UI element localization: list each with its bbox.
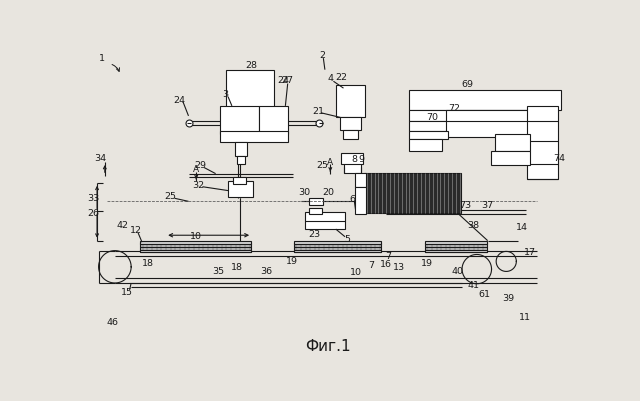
Text: 9: 9 (358, 155, 364, 164)
Text: 74: 74 (553, 154, 565, 163)
Text: 17: 17 (524, 249, 536, 257)
Text: 23: 23 (308, 230, 321, 239)
Text: 3: 3 (222, 90, 228, 99)
Text: 29: 29 (194, 161, 206, 170)
Bar (410, 91, 561, 110)
Text: 35: 35 (212, 267, 224, 276)
Bar (410, 131, 448, 139)
Text: 73: 73 (459, 201, 471, 211)
Text: 30: 30 (299, 188, 311, 197)
Bar (235, 142, 248, 156)
Bar (140, 250, 250, 252)
Text: Фиг.1: Фиг.1 (305, 339, 351, 354)
Text: 32: 32 (192, 181, 204, 190)
Bar (425, 250, 487, 252)
Text: 19: 19 (285, 257, 298, 266)
Text: 20: 20 (322, 188, 334, 197)
Text: 25: 25 (316, 161, 328, 170)
Text: 39: 39 (502, 294, 514, 303)
Bar (140, 241, 250, 244)
Bar (336, 85, 365, 117)
Text: 28: 28 (245, 61, 257, 69)
Bar (446, 110, 532, 138)
Text: 2: 2 (319, 51, 325, 60)
Bar (220, 106, 259, 134)
Text: 10: 10 (350, 268, 362, 277)
Text: 69: 69 (461, 80, 474, 89)
Text: 10: 10 (190, 232, 202, 241)
Bar (491, 151, 529, 165)
Text: 1: 1 (99, 54, 105, 63)
Text: 37: 37 (481, 201, 493, 211)
Text: 34: 34 (94, 154, 106, 163)
Text: 61: 61 (479, 290, 490, 299)
Text: 15: 15 (120, 288, 132, 297)
Bar (341, 153, 363, 164)
Bar (237, 156, 245, 164)
Text: 38: 38 (467, 221, 479, 230)
Bar (425, 243, 487, 252)
Text: 26: 26 (87, 209, 99, 218)
Bar (355, 187, 366, 214)
Bar (309, 208, 322, 215)
Bar (364, 173, 461, 213)
Bar (410, 121, 487, 130)
Bar (226, 70, 274, 107)
Text: 8: 8 (351, 155, 357, 164)
Text: 36: 36 (260, 267, 272, 276)
Text: 27: 27 (282, 76, 294, 85)
Bar (410, 139, 442, 151)
Bar (294, 241, 381, 244)
Bar (344, 162, 360, 173)
Text: 6: 6 (350, 194, 356, 204)
Text: 4: 4 (327, 75, 333, 83)
Text: 40: 40 (451, 267, 463, 276)
Text: 5: 5 (344, 235, 350, 243)
Bar (294, 250, 381, 252)
Bar (220, 131, 289, 142)
Text: 13: 13 (393, 263, 405, 272)
Text: 19: 19 (420, 259, 433, 268)
Text: 70: 70 (427, 113, 438, 122)
Bar (343, 130, 358, 139)
Bar (495, 134, 529, 151)
Text: 41: 41 (468, 281, 480, 290)
Bar (228, 181, 253, 197)
Text: 72: 72 (449, 104, 460, 113)
Bar (527, 106, 558, 179)
Text: 18: 18 (142, 259, 154, 268)
Bar (140, 243, 250, 252)
Text: A: A (327, 158, 333, 166)
Text: 46: 46 (106, 318, 118, 327)
Text: 24: 24 (277, 76, 289, 85)
Text: 11: 11 (519, 313, 531, 322)
Text: 14: 14 (516, 223, 528, 232)
Bar (340, 117, 360, 130)
Text: 16: 16 (380, 260, 392, 269)
Text: 7: 7 (385, 251, 392, 261)
Bar (305, 212, 345, 229)
Bar (259, 106, 289, 134)
Text: 12: 12 (130, 226, 142, 235)
Text: 33: 33 (87, 194, 99, 203)
Bar (355, 173, 366, 187)
Bar (425, 241, 487, 244)
Bar (410, 110, 529, 121)
Text: 22: 22 (335, 73, 347, 82)
Bar (294, 243, 381, 252)
Text: 42: 42 (116, 221, 129, 230)
Text: 7: 7 (369, 261, 374, 270)
Text: 25: 25 (164, 192, 177, 201)
Text: 24: 24 (173, 96, 185, 105)
Bar (308, 198, 323, 205)
Text: A: A (193, 165, 199, 174)
Text: 18: 18 (230, 263, 243, 272)
Bar (234, 178, 246, 184)
Text: 21: 21 (313, 107, 324, 116)
